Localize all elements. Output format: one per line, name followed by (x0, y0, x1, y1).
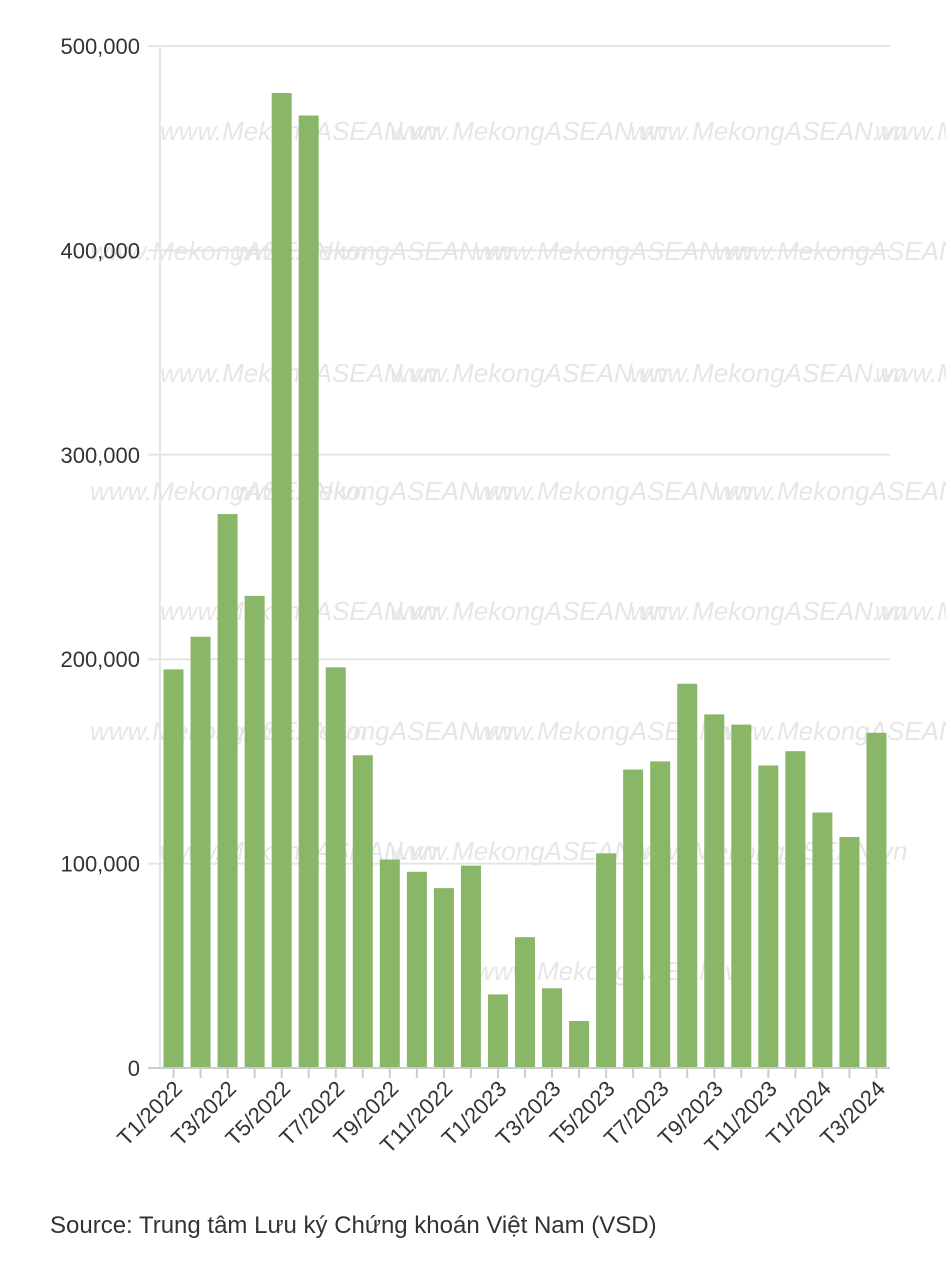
bar-t1-2024 (812, 812, 833, 1068)
bar-t4-2022 (244, 595, 265, 1068)
bar-t11-2023 (758, 765, 779, 1068)
y-axis-ticks: 0 100,000 200,000 300,000 400,000 500,000 (60, 34, 140, 1081)
bar-t2-2023 (514, 937, 536, 1068)
watermark-text: www.MekongASEAN.vn (90, 476, 367, 506)
bars (163, 93, 887, 1069)
bar-t3-2023 (542, 988, 563, 1068)
bar-t10-2022 (406, 871, 427, 1068)
watermark-text: www.MekongASEAN.vn (715, 716, 946, 746)
watermark-text: www.MekongASEAN.vn (875, 596, 946, 626)
bar-t10-2023 (731, 724, 752, 1068)
watermark-text: www.MekongASEAN.vn (875, 116, 946, 146)
x-axis-ticks: T1/2022T3/2022T5/2022T7/2022T9/2022T11/2… (112, 1068, 890, 1158)
bar-t7-2022 (325, 667, 346, 1068)
watermark-text: www.MekongASEAN.vn (630, 596, 907, 626)
y-tick-label: 100,000 (60, 852, 140, 877)
y-tick-label: 500,000 (60, 34, 140, 59)
y-tick-label: 0 (128, 1056, 140, 1081)
bar-t6-2022 (298, 115, 319, 1069)
watermark-text: www.MekongASEAN.vn (390, 116, 667, 146)
watermark-text: www.MekongASEAN.vn (630, 358, 907, 388)
y-tick-label: 300,000 (60, 443, 140, 468)
y-tick-label: 400,000 (60, 238, 140, 263)
bar-t2-2022 (190, 636, 211, 1068)
source-note: Source: Trung tâm Lưu ký Chứng khoán Việ… (50, 1212, 657, 1239)
y-tick-label: 200,000 (60, 647, 140, 672)
bar-t5-2022 (271, 93, 292, 1068)
bar-t8-2022 (352, 755, 373, 1068)
bar-t1-2022 (163, 669, 184, 1068)
watermark-text: www.MekongASEAN.vn (390, 596, 667, 626)
watermark-text: www.MekongASEAN.vn (875, 358, 946, 388)
bar-t7-2023 (650, 761, 671, 1068)
axes (148, 46, 890, 1069)
watermark-text: www.MekongASEAN.vn (475, 476, 752, 506)
bar-t3-2022 (217, 514, 238, 1068)
watermark-text: www.MekongASEAN.vn (390, 836, 667, 866)
bar-t11-2022 (433, 888, 454, 1068)
bar-t6-2023 (623, 769, 644, 1068)
bar-t8-2023 (677, 683, 698, 1068)
bar-t12-2022 (460, 865, 481, 1068)
watermark-text: www.MekongASEAN.vn (630, 116, 907, 146)
bar-t2-2024 (839, 837, 860, 1068)
bar-t9-2023 (704, 714, 725, 1068)
bar-t4-2023 (569, 1020, 590, 1068)
watermark-text: www.MekongASEAN.vn (715, 476, 946, 506)
watermark-text: www.MekongASEAN.vn (390, 358, 667, 388)
bar-t12-2023 (785, 751, 806, 1068)
bar-t3-2024 (866, 732, 887, 1068)
bar-t1-2023 (487, 994, 508, 1068)
bar-t5-2023 (596, 853, 617, 1068)
bar-chart: www.MekongASEAN.vnwww.MekongASEAN.vnwww.… (60, 34, 946, 1158)
bar-t9-2022 (379, 859, 400, 1068)
